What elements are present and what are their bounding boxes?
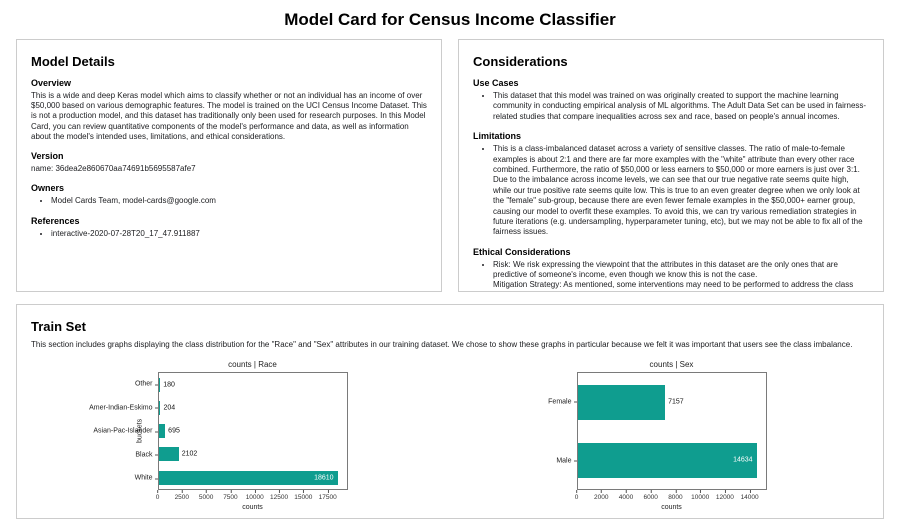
x-tick-label: 15000 <box>294 490 313 502</box>
references-list: interactive-2020-07-28T20_17_47.911887 <box>31 229 427 239</box>
category-label: Male <box>556 457 577 465</box>
considerations-title: Considerations <box>473 54 568 69</box>
sex-distribution-chart: counts | Sex Female Male 7157 14634 0 2000 4000… <box>548 360 767 514</box>
overview-text: This is a wide and deep Keras model whic… <box>31 91 427 141</box>
bar-value-label: 7157 <box>668 398 684 406</box>
x-tick-label: 5000 <box>198 490 214 502</box>
chart-title: counts | Race <box>228 360 277 370</box>
x-tick-label: 0 <box>155 490 160 502</box>
ethical-consideration-item: Risk: We risk expressing the viewpoint t… <box>493 259 869 291</box>
page-title: Model Card for Census Income Classifier <box>284 10 616 29</box>
bar-value-label: 695 <box>168 427 180 435</box>
ethical-considerations-list: Risk: We risk expressing the viewpoint t… <box>473 259 869 291</box>
chart-bar: 2102 <box>158 447 197 462</box>
x-tick-label: 12500 <box>269 490 289 502</box>
train-set-title: Train Set <box>31 319 86 334</box>
x-tick-label: 8000 <box>668 490 683 502</box>
chart-x-axis-ticks: 0 2500 5000 7500 10000 12500 15000 17500 <box>155 490 348 504</box>
x-tick-label: 7500 <box>223 490 238 502</box>
chart-bar: 695 <box>158 424 180 439</box>
chart-bar: 18610 <box>158 470 338 485</box>
reference-item: interactive-2020-07-28T20_17_47.911887 <box>51 229 427 239</box>
sex-chart-area: counts | Sex Female Male 7157 14634 0 2000 4000… <box>450 360 869 514</box>
x-tick-label: 0 <box>574 490 579 502</box>
x-tick-label: 17500 <box>318 490 337 502</box>
model-details-card: Model Details Overview This is a wide an… <box>16 39 442 292</box>
owners-list: Model Cards Team, model-cards@google.com <box>31 196 427 206</box>
train-set-description: This section includes graphs displaying … <box>31 340 853 349</box>
owner-item: Model Cards Team, model-cards@google.com <box>51 196 427 206</box>
chart-bar: 180 <box>158 377 175 392</box>
version-text: name: 36dea2e860670aa74691b5695587afe7 <box>31 164 196 174</box>
bar-value-label: 2102 <box>181 450 198 458</box>
version-heading: Version <box>31 151 64 162</box>
x-tick-label: 12000 <box>715 490 734 502</box>
limitations-list: This is a class-imbalanced dataset acros… <box>473 144 869 238</box>
category-label: Female <box>548 398 577 406</box>
chart-plot-area: 180 204 695 2102 18610 <box>157 372 348 491</box>
category-label: Asian-Pac-Islander <box>93 427 158 435</box>
limitations-heading: Limitations <box>473 131 522 142</box>
bar-value-label: 18610 <box>314 474 334 482</box>
chart-title: counts | Sex <box>649 360 694 370</box>
category-label: Amer-Indian-Eskimo <box>89 404 158 412</box>
top-cards-row: Model Details Overview This is a wide an… <box>16 39 884 292</box>
x-tick-label: 10000 <box>691 490 710 502</box>
x-tick-label: 14000 <box>740 490 759 502</box>
category-label: Black <box>135 451 158 459</box>
bar-value-label: 180 <box>163 381 175 389</box>
owners-heading: Owners <box>31 183 65 194</box>
charts-row: counts | Race buckets Other Amer-Indian-Esk… <box>31 360 869 514</box>
x-tick-label: 10000 <box>245 490 264 502</box>
ethical-risk-text: Risk: We risk expressing the viewpoint t… <box>493 259 838 280</box>
chart-category-axis: Other Amer-Indian-Eskimo Asian-Pac-Islande… <box>89 372 158 490</box>
chart-y-axis-label <box>553 372 565 490</box>
chart-bar: 204 <box>158 401 175 415</box>
bar-value-label: 204 <box>163 404 176 412</box>
x-tick-label: 2500 <box>174 490 190 502</box>
chart-x-axis-ticks: 0 2000 4000 6000 8000 10000 12000 14000 <box>574 490 767 504</box>
bar-value-label: 14634 <box>733 456 753 464</box>
considerations-card: Considerations Use Cases This dataset th… <box>458 39 884 292</box>
race-chart-area: counts | Race buckets Other Amer-Indian-Esk… <box>31 360 450 514</box>
use-cases-list: This dataset that this model was trained… <box>473 91 869 122</box>
use-cases-heading: Use Cases <box>473 78 519 88</box>
ethical-mitigation-text: Mitigation Strategy: As mentioned, some … <box>493 280 854 291</box>
category-label: White <box>134 474 158 482</box>
overview-heading: Overview <box>31 78 72 88</box>
model-details-title: Model Details <box>31 54 115 69</box>
x-tick-label: 2000 <box>593 490 609 502</box>
use-case-item: This dataset that this model was trained… <box>493 91 869 122</box>
x-tick-label: 6000 <box>643 490 658 502</box>
chart-bar: 7157 <box>577 384 684 420</box>
x-tick-label: 4000 <box>618 490 634 502</box>
limitation-item: This is a class-imbalanced dataset acros… <box>493 144 869 238</box>
race-distribution-chart: counts | Race buckets Other Amer-Indian-Esk… <box>89 360 348 514</box>
chart-bar: 14634 <box>577 442 757 478</box>
category-label: Other <box>134 380 157 388</box>
chart-category-axis: Female Male <box>548 372 577 490</box>
references-heading: References <box>31 215 80 226</box>
ethical-considerations-heading: Ethical Considerations <box>473 246 571 257</box>
chart-plot-area: 7157 14634 <box>576 372 767 491</box>
train-set-card: Train Set This section includes graphs d… <box>16 304 884 519</box>
